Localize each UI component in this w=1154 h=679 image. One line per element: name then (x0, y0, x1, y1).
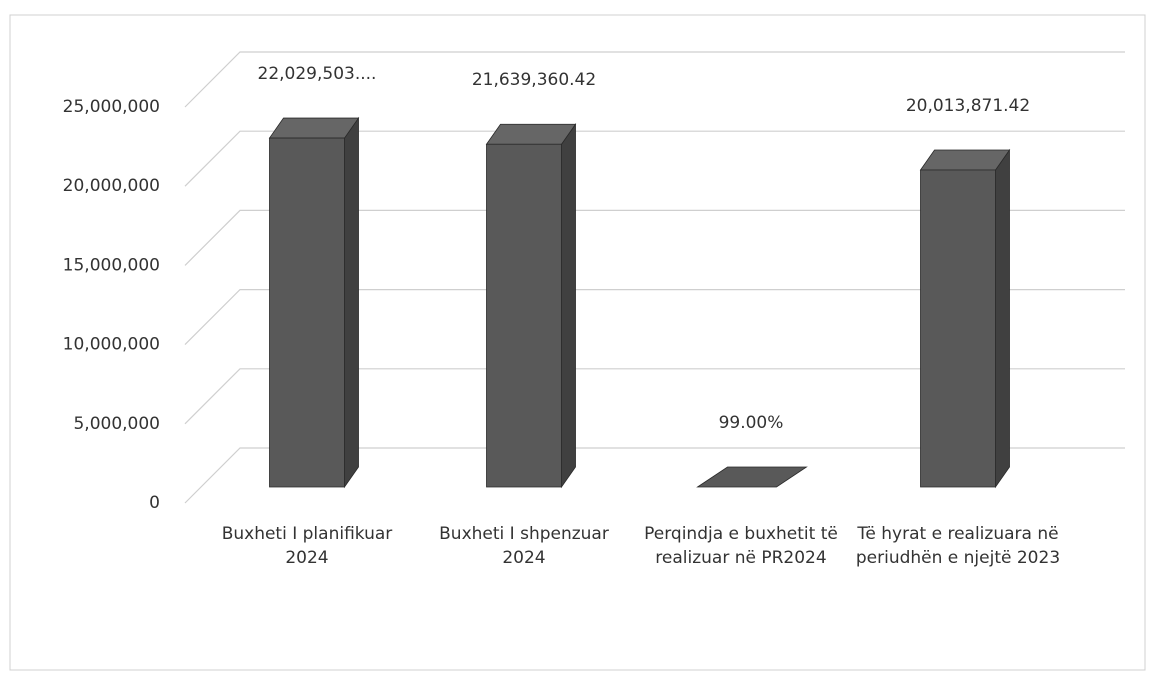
value-label: 20,013,871.42 (906, 96, 1030, 116)
x-tick-label: Buxheti I shpenzuar 2024 (439, 524, 609, 568)
bar-side (995, 148, 1010, 489)
value-label: 99.00% (719, 413, 784, 433)
y-tick-label: 5,000,000 (73, 414, 160, 434)
y-tick-label: 25,000,000 (63, 97, 160, 117)
grid-line (184, 51, 1125, 108)
x-tick-label: Perqindja e buxhetit të realizuar në PR2… (644, 524, 838, 568)
bar-front (920, 169, 996, 488)
y-tick-label: 15,000,000 (63, 255, 160, 275)
chart-border (9, 14, 1146, 671)
bar-top (919, 149, 1011, 171)
value-label: 22,029,503.... (258, 64, 377, 84)
bar-side (561, 122, 576, 489)
grid-line (184, 289, 1125, 346)
y-tick-label: 20,000,000 (63, 176, 160, 196)
value-label: 21,639,360.42 (472, 70, 596, 90)
bar-top (268, 117, 360, 139)
grid-line (184, 368, 1125, 425)
grid-line (184, 447, 1125, 504)
y-tick-label: 10,000,000 (63, 335, 160, 355)
bar (919, 148, 1011, 489)
bar-front (269, 137, 345, 488)
grid-line (184, 209, 1125, 266)
bar-top (696, 466, 808, 488)
bar-side (344, 116, 359, 489)
grid-line (184, 130, 1125, 187)
x-tick-label: Të hyrat e realizuara në periudhën e nje… (855, 524, 1061, 568)
bar (485, 122, 577, 489)
bar (696, 466, 808, 488)
bar-top (485, 123, 577, 145)
x-tick-label: Buxheti I planifikuar 2024 (221, 524, 393, 568)
bar (268, 116, 360, 489)
bar-front (486, 143, 562, 488)
y-tick-label: 0 (149, 493, 160, 513)
